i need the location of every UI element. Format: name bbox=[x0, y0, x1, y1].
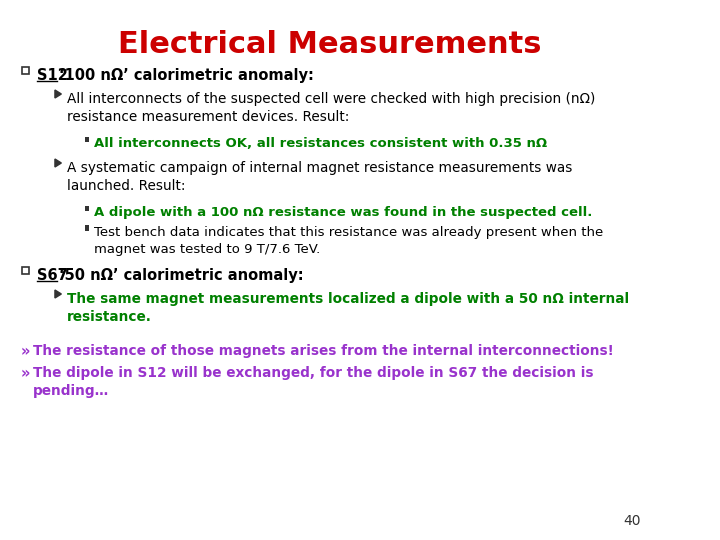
Text: Test bench data indicates that this resistance was already present when the
magn: Test bench data indicates that this resi… bbox=[94, 226, 603, 255]
FancyBboxPatch shape bbox=[22, 66, 29, 73]
Text: The same magnet measurements localized a dipole with a 50 nΩ internal
resistance: The same magnet measurements localized a… bbox=[67, 292, 629, 324]
Polygon shape bbox=[55, 159, 61, 167]
Text: ‘100 nΩ’ calorimetric anomaly:: ‘100 nΩ’ calorimetric anomaly: bbox=[58, 68, 313, 83]
Text: ‘50 nΩ’ calorimetric anomaly:: ‘50 nΩ’ calorimetric anomaly: bbox=[58, 268, 303, 283]
Polygon shape bbox=[55, 90, 61, 98]
FancyBboxPatch shape bbox=[85, 137, 89, 141]
Text: S12: S12 bbox=[37, 68, 68, 83]
Polygon shape bbox=[55, 290, 61, 298]
Text: All interconnects of the suspected cell were checked with high precision (nΩ)
re: All interconnects of the suspected cell … bbox=[67, 92, 595, 124]
Text: A dipole with a 100 nΩ resistance was found in the suspected cell.: A dipole with a 100 nΩ resistance was fo… bbox=[94, 206, 593, 219]
Text: The dipole in S12 will be exchanged, for the dipole in S67 the decision is
pendi: The dipole in S12 will be exchanged, for… bbox=[33, 366, 593, 398]
FancyBboxPatch shape bbox=[85, 206, 89, 211]
Text: A systematic campaign of internal magnet resistance measurements was
launched. R: A systematic campaign of internal magnet… bbox=[67, 161, 572, 193]
FancyBboxPatch shape bbox=[22, 267, 29, 273]
Text: »: » bbox=[20, 366, 30, 381]
Text: The resistance of those magnets arises from the internal interconnections!: The resistance of those magnets arises f… bbox=[33, 344, 613, 358]
Text: 40: 40 bbox=[624, 514, 641, 528]
Text: Electrical Measurements: Electrical Measurements bbox=[118, 30, 541, 59]
Text: »: » bbox=[20, 344, 30, 359]
Text: All interconnects OK, all resistances consistent with 0.35 nΩ: All interconnects OK, all resistances co… bbox=[94, 137, 547, 150]
Text: S67: S67 bbox=[37, 268, 68, 283]
FancyBboxPatch shape bbox=[85, 226, 89, 231]
